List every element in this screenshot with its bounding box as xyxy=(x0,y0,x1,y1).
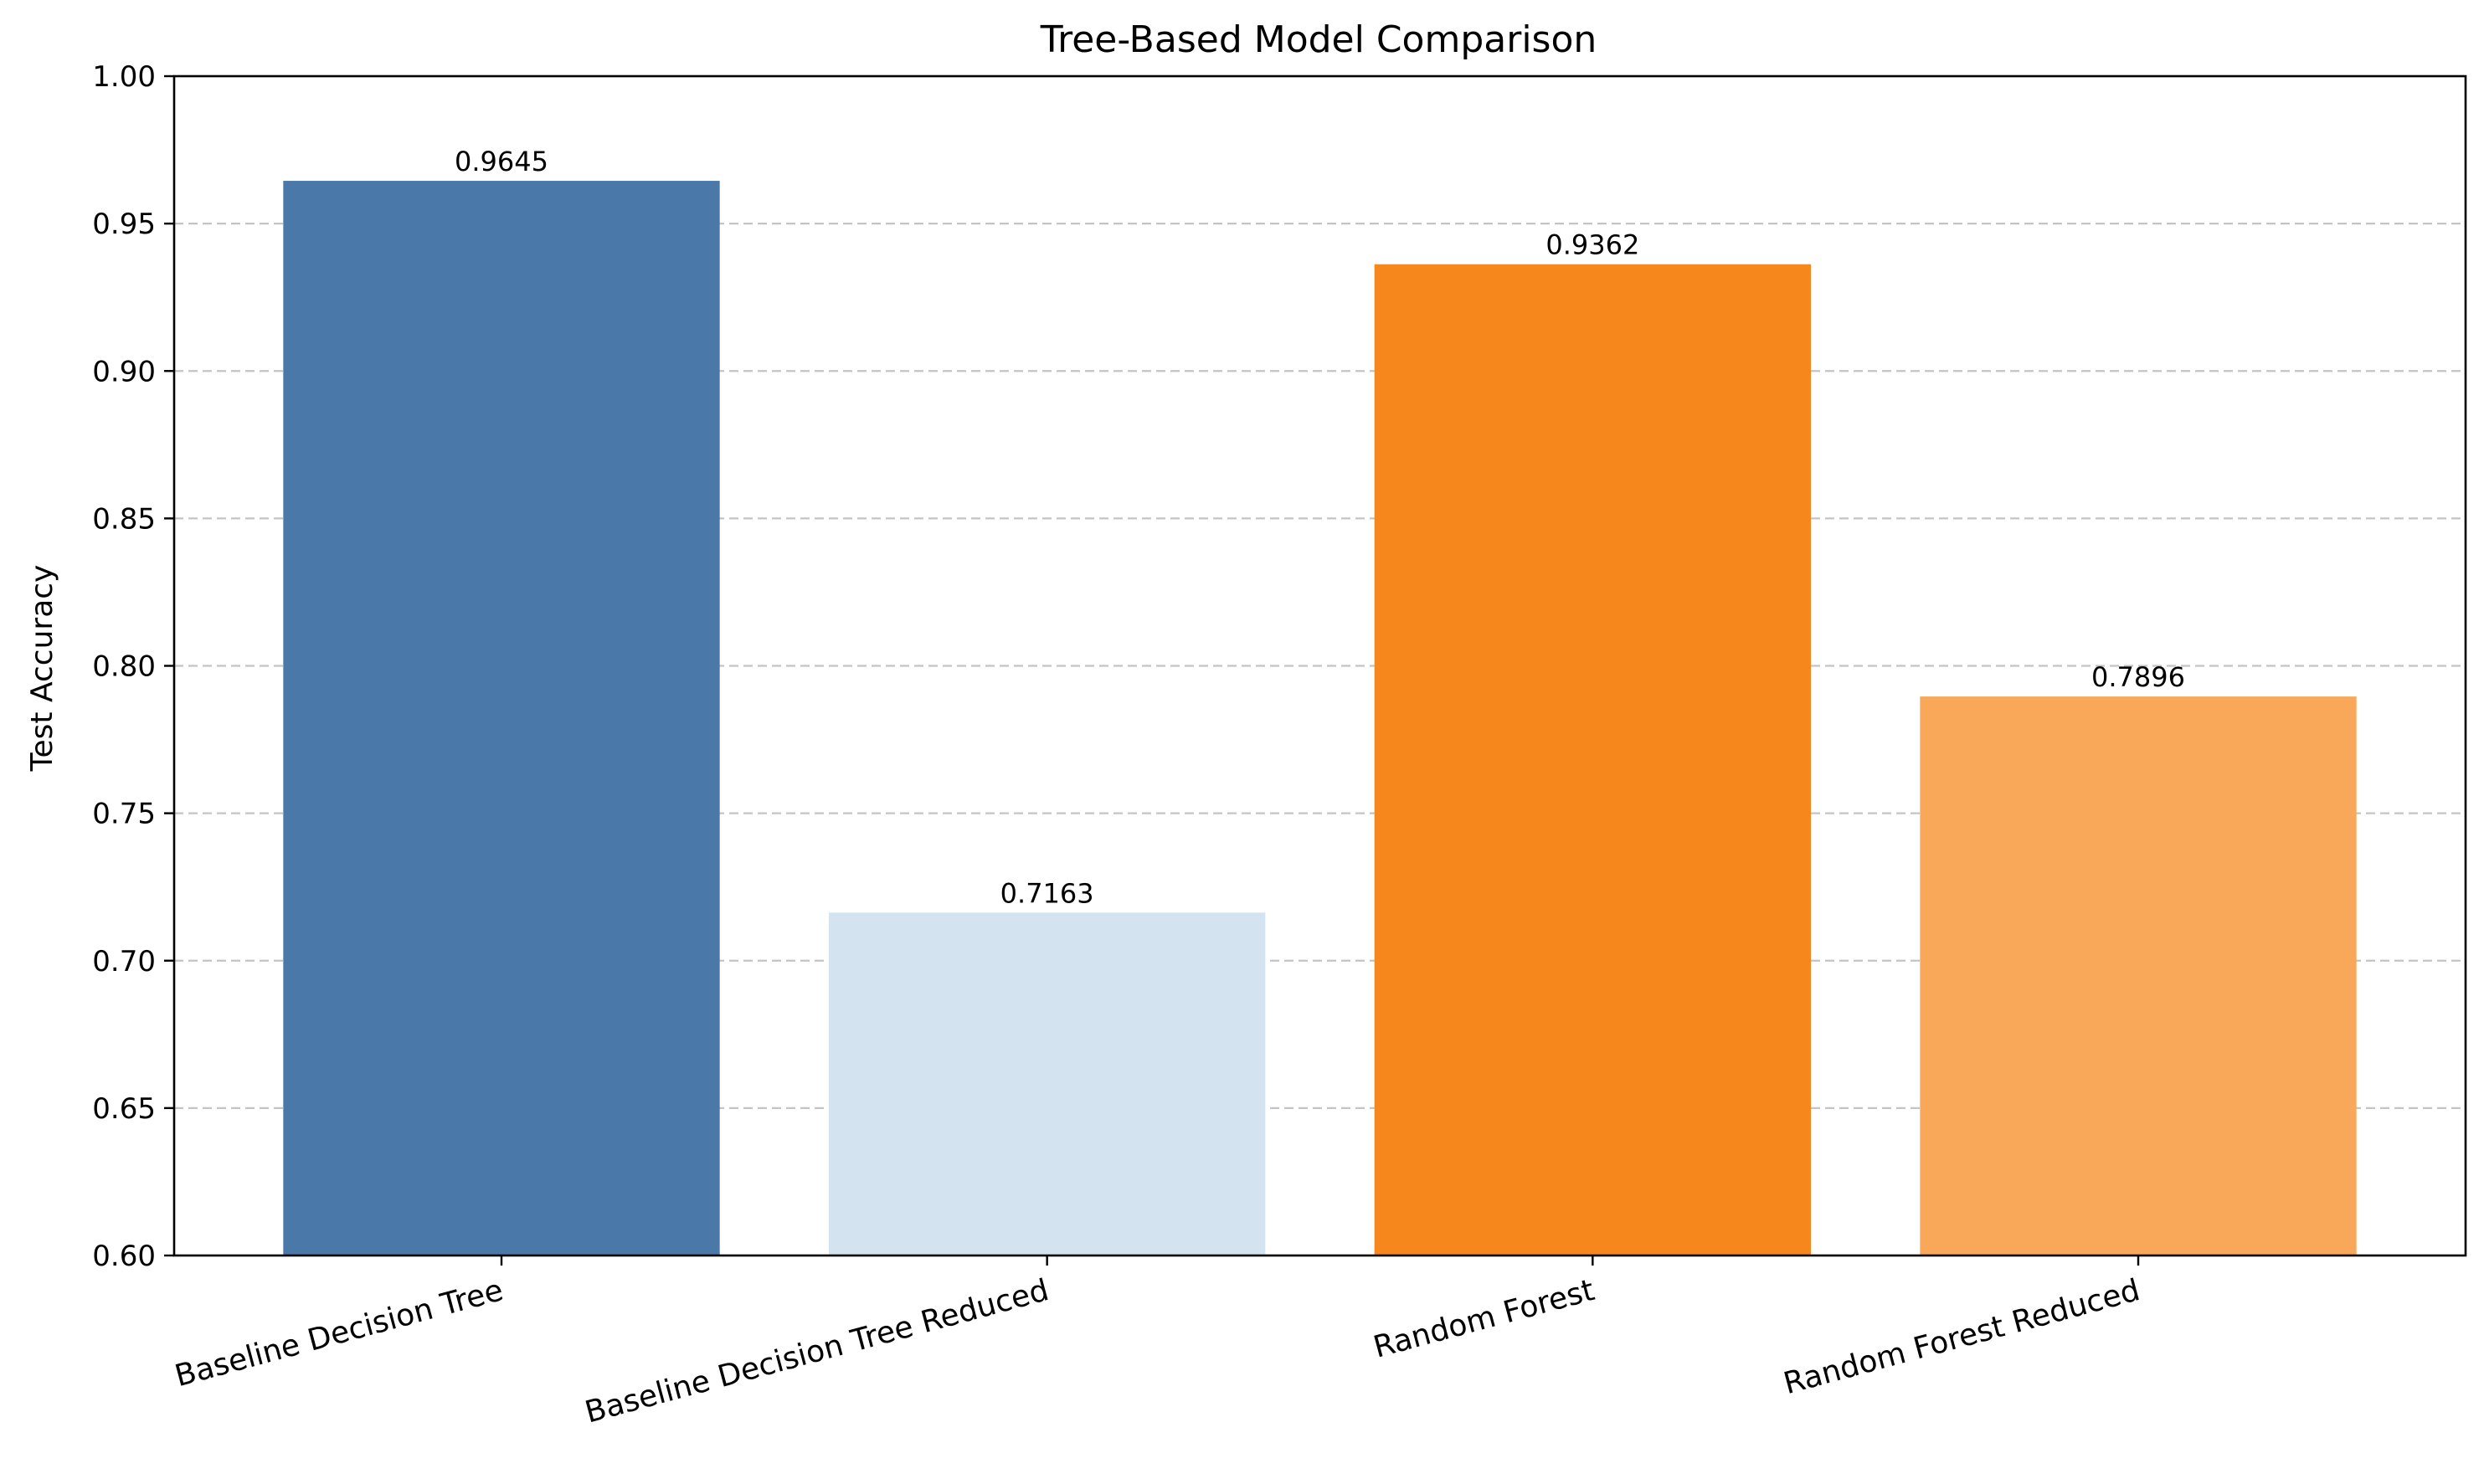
x-tick-label: Baseline Decision Tree Reduced xyxy=(582,1273,1052,1430)
bar-value-label: 0.9362 xyxy=(1545,229,1639,261)
y-axis-label: Test Accuracy xyxy=(25,565,59,773)
y-tick-label: 0.75 xyxy=(92,798,156,831)
y-tick-label: 0.60 xyxy=(92,1240,156,1273)
y-tick-label: 0.90 xyxy=(92,355,156,388)
y-tick-label: 0.70 xyxy=(92,945,156,978)
bar-random-forest-reduced xyxy=(1920,696,2357,1255)
y-tick-label: 0.85 xyxy=(92,502,156,536)
chart-title: Tree-Based Model Comparison xyxy=(1040,18,1597,61)
bar-value-label: 0.9645 xyxy=(455,146,548,177)
x-tick-label: Baseline Decision Tree xyxy=(172,1273,507,1394)
bar-random-forest xyxy=(1374,264,1811,1256)
x-ticks: Baseline Decision Tree Baseline Decision … xyxy=(172,1255,2143,1430)
y-ticks: 0.60 0.65 0.70 0.75 0.80 0.85 0.90 0.95 1.00 xyxy=(92,60,174,1273)
bars xyxy=(283,181,2357,1256)
y-tick-label: 1.00 xyxy=(92,60,156,94)
x-tick-label: Random Forest Reduced xyxy=(1780,1273,2143,1401)
bar-baseline-decision-tree-reduced xyxy=(829,912,1266,1255)
x-tick-label: Random Forest xyxy=(1370,1273,1597,1365)
bar-baseline-decision-tree xyxy=(283,181,720,1256)
y-tick-label: 0.65 xyxy=(92,1092,156,1126)
value-labels: 0.9645 0.7163 0.9362 0.7896 xyxy=(455,146,2185,909)
bar-value-label: 0.7896 xyxy=(2091,661,2185,693)
bar-value-label: 0.7163 xyxy=(1000,877,1094,909)
y-tick-label: 0.95 xyxy=(92,208,156,241)
y-tick-label: 0.80 xyxy=(92,650,156,684)
